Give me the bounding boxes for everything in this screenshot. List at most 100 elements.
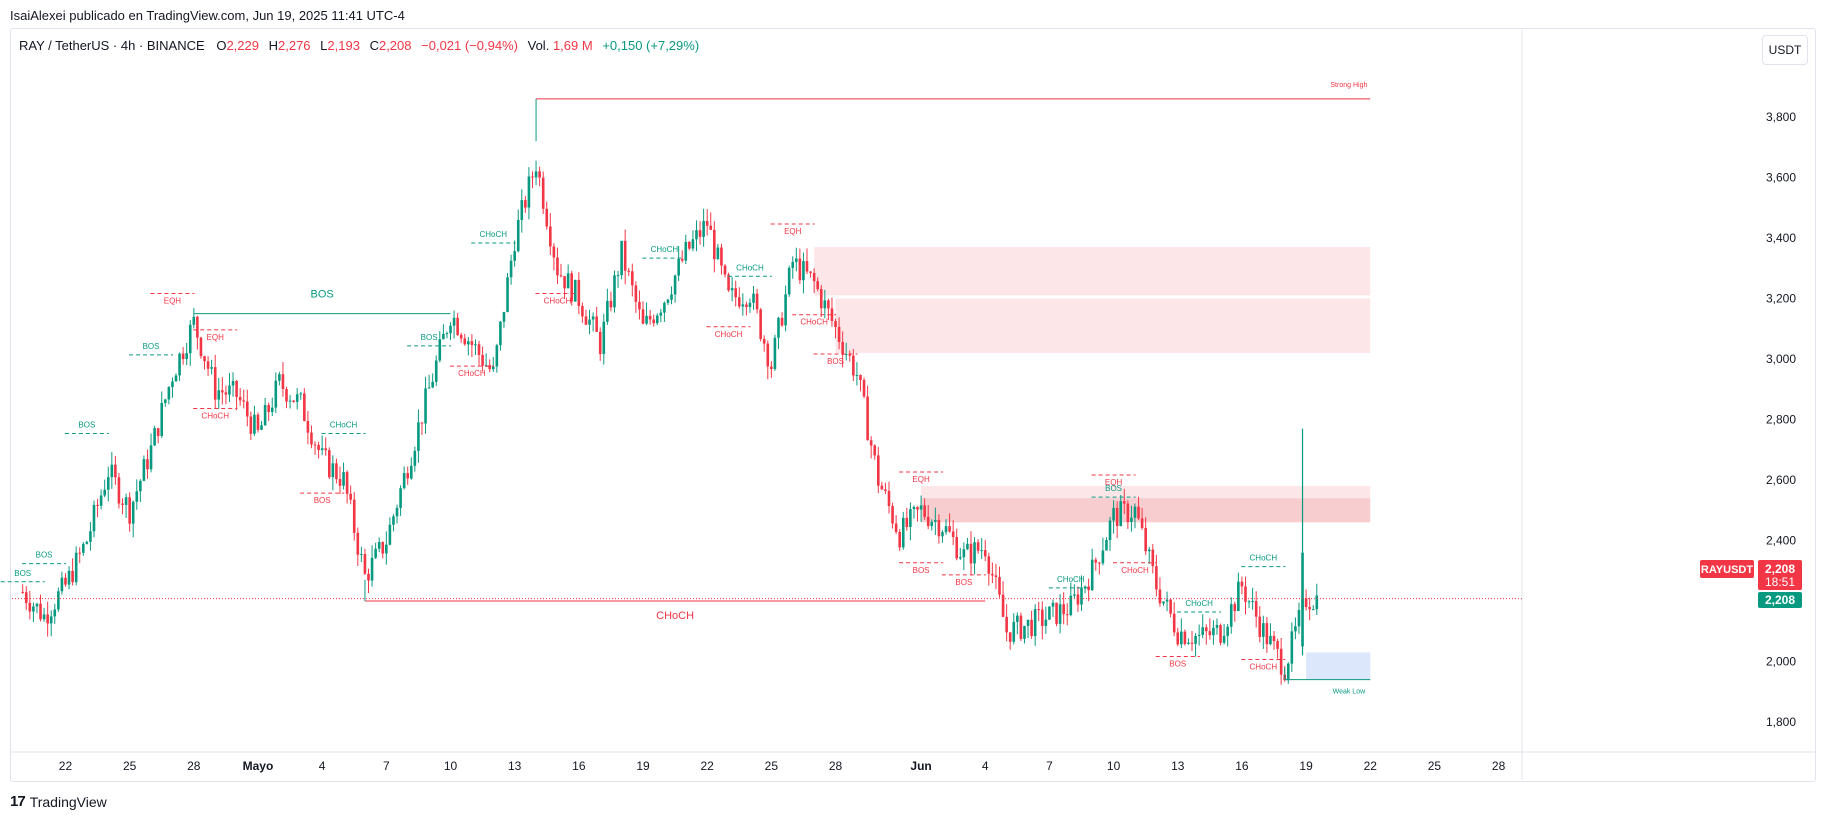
candle-body [313,444,317,446]
candle-body [1201,627,1205,635]
candle-body [941,532,944,537]
x-tick-label: 7 [383,759,390,773]
candle-body [655,315,659,324]
candle-body [1044,619,1048,626]
candle-body [648,315,652,320]
candle-body [121,503,124,505]
low-value: 2,193 [327,38,360,53]
candle-body [741,304,745,307]
candle-body [374,548,377,558]
strong-high-label: Strong High [1330,82,1367,89]
candle-body [295,394,299,402]
structure-label: BOS [827,357,844,366]
candle-body [288,400,292,402]
candle-body [1048,606,1051,620]
candle-body [1208,631,1212,636]
structure-label: CHoCH [1250,554,1278,563]
candle-body [930,521,934,527]
candle-body [577,279,581,306]
candle-body [944,526,948,533]
candle-body [898,531,901,548]
candle-body [367,573,370,581]
candle-body [787,267,791,295]
candle-body [1126,503,1130,522]
candle-body [467,341,470,345]
candle-body [57,591,60,610]
candle-body [1304,598,1308,608]
candle-body [852,355,855,376]
candle-body [221,390,224,393]
candle-body [1130,517,1133,522]
candle-body [484,365,488,367]
candle-body [406,473,410,479]
candle-body [110,464,114,478]
candle-body [181,353,185,360]
candle-body [652,319,656,324]
candle-body [1279,648,1283,675]
candle-body [598,331,602,354]
x-tick-label: 4 [982,759,989,773]
candle-body [1012,621,1016,642]
candle-body [1247,601,1251,603]
candle-body [591,316,595,320]
structure-label: BOS [14,569,31,578]
candle-body [948,526,951,532]
candle-body [24,592,28,603]
weak-low-label: Weak Low [1333,689,1366,696]
symbol-info[interactable]: RAY / TetherUS · 4h · BINANCE [19,38,205,53]
candle-body [78,552,82,554]
candle-body [1244,586,1247,602]
candle-body [249,416,253,434]
candle-body [884,489,887,491]
candle-body [103,489,106,496]
candle-body [723,265,727,275]
candle-body [716,247,720,260]
candle-body [702,221,705,237]
candle-body [60,577,64,592]
candle-body [459,334,463,339]
candle-body [377,542,381,549]
candle-body [356,532,360,555]
candle-body [1183,631,1187,644]
candle-body [470,341,474,345]
structure-label: EQH [164,297,182,306]
currency-button[interactable]: USDT [1762,35,1808,65]
structure-label: CHoCH [1057,575,1085,584]
structure-label: EQH [912,475,930,484]
candle-body [1073,594,1076,596]
candle-body [987,556,991,574]
candle-body [1169,599,1172,614]
candle-body [573,279,577,302]
x-tick-label: 25 [765,759,779,773]
candle-body [973,542,976,564]
candle-body [748,302,752,307]
candle-body [1065,614,1069,616]
candle-body [688,241,691,249]
candle-body [213,367,217,400]
candle-body [196,316,199,338]
candle-body [67,570,71,585]
candle-body [556,257,559,276]
x-tick-label: Mayo [243,759,274,773]
spike-candle-body [1301,552,1304,647]
x-tick-label: 19 [1299,759,1313,773]
candle-body [85,541,89,544]
candle-body [1229,604,1233,627]
candle-body [1058,604,1062,624]
tradingview-logo[interactable]: 17 TradingView [10,793,107,810]
candle-body [901,517,905,548]
x-tick-label: 28 [829,759,843,773]
candle-body [1051,602,1055,607]
candle-body [89,531,92,542]
candle-body [370,557,374,581]
candle-body [1115,507,1119,527]
structure-label: CHoCH [651,245,679,254]
candle-body [827,300,830,309]
x-tick-label: 13 [1171,759,1185,773]
candle-body [773,337,777,369]
volume-value: 1,69 M [552,38,593,53]
candle-body [274,380,278,408]
candle-body [969,543,973,564]
symbol-tag-bg [1700,560,1754,578]
